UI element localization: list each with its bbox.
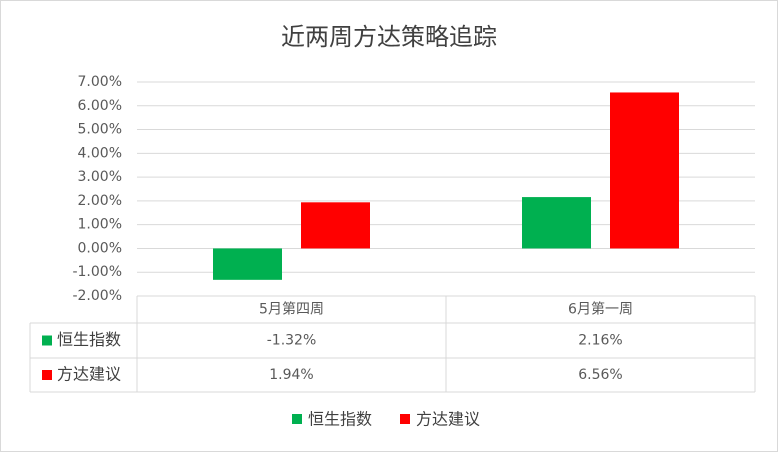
table-value: 2.16% <box>578 333 622 349</box>
y-tick-label: -2.00% <box>72 288 122 304</box>
bar <box>610 92 679 249</box>
y-tick-label: 0.00% <box>78 240 122 256</box>
table-series-name: 恒生指数 <box>57 330 121 349</box>
y-tick-label: 1.00% <box>78 217 122 233</box>
chart-title: 近两周方达策略追踪 <box>281 23 497 51</box>
bar <box>213 248 282 280</box>
table-category: 6月第一周 <box>568 301 633 318</box>
y-tick-label: 4.00% <box>78 145 122 161</box>
y-tick-label: 2.00% <box>78 193 122 209</box>
y-tick-label: 6.00% <box>78 98 122 114</box>
table-legend-key <box>42 370 52 380</box>
table-series-name: 方达建议 <box>57 365 121 384</box>
table-value: -1.32% <box>267 333 317 349</box>
legend-label: 方达建议 <box>416 410 480 429</box>
table-value: 1.94% <box>269 367 313 383</box>
y-tick-label: 7.00% <box>78 74 122 90</box>
table-category: 5月第四周 <box>259 301 324 318</box>
y-tick-label: 3.00% <box>78 169 122 185</box>
legend-key <box>400 414 410 424</box>
bar <box>301 202 370 249</box>
y-tick-label: -1.00% <box>72 264 122 280</box>
legend-key <box>292 414 302 424</box>
table-value: 6.56% <box>578 367 622 383</box>
bar <box>522 197 591 249</box>
legend-label: 恒生指数 <box>308 410 372 429</box>
y-tick-label: 5.00% <box>78 122 122 138</box>
table-legend-key <box>42 335 52 346</box>
